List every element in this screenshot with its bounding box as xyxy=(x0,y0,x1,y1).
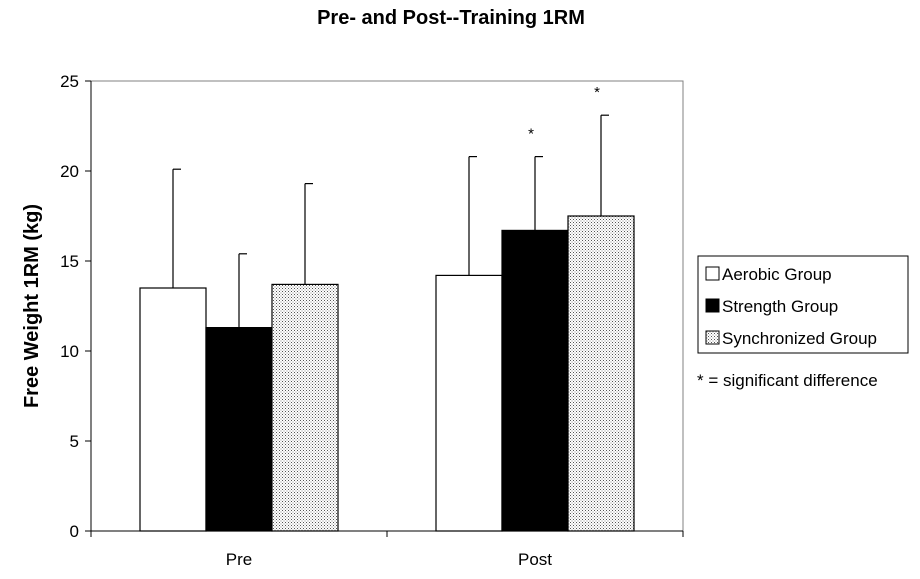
x-category-label: Post xyxy=(518,550,552,569)
chart-title: Pre- and Post--Training 1RM xyxy=(317,7,585,29)
legend-box xyxy=(697,255,909,354)
x-axis: Pre Post xyxy=(90,530,684,569)
y-tick-label: 15 xyxy=(60,252,79,271)
y-tick-label: 10 xyxy=(60,342,79,361)
legend: Aerobic Group Strength Group Synchronized … xyxy=(697,255,909,354)
y-axis-label: Free Weight 1RM (kg) xyxy=(21,204,43,408)
y-tick-label: 20 xyxy=(60,162,79,181)
significance-note: * = significant difference xyxy=(697,371,878,390)
legend-swatch-aerobic-group xyxy=(705,266,720,281)
legend-label: Synchronized Group xyxy=(722,329,877,348)
bar-aerobic-group-pre xyxy=(139,287,207,532)
legend-label: Aerobic Group xyxy=(722,265,832,284)
bar-strength-group-pre xyxy=(205,327,273,532)
y-axis: 0 5 10 15 20 25 xyxy=(60,72,92,541)
y-tick-label: 0 xyxy=(70,522,79,541)
significance-star: * xyxy=(528,126,534,143)
bar-synchronized-group-pre xyxy=(271,283,339,532)
legend-label: Strength Group xyxy=(722,297,838,316)
significance-markers: ** xyxy=(528,84,600,142)
legend-swatch-strength-group xyxy=(705,298,720,313)
legend-swatch-synchronized-group xyxy=(705,330,720,345)
y-tick-label: 5 xyxy=(70,432,79,451)
bar-strength-group-post xyxy=(501,229,569,532)
bar-aerobic-group-post xyxy=(435,274,503,532)
error-bars xyxy=(172,114,609,328)
bar-series xyxy=(139,215,635,532)
x-category-label: Pre xyxy=(226,550,252,569)
significance-star: * xyxy=(594,84,600,101)
y-tick-label: 25 xyxy=(60,72,79,91)
bar-synchronized-group-post xyxy=(567,215,635,532)
